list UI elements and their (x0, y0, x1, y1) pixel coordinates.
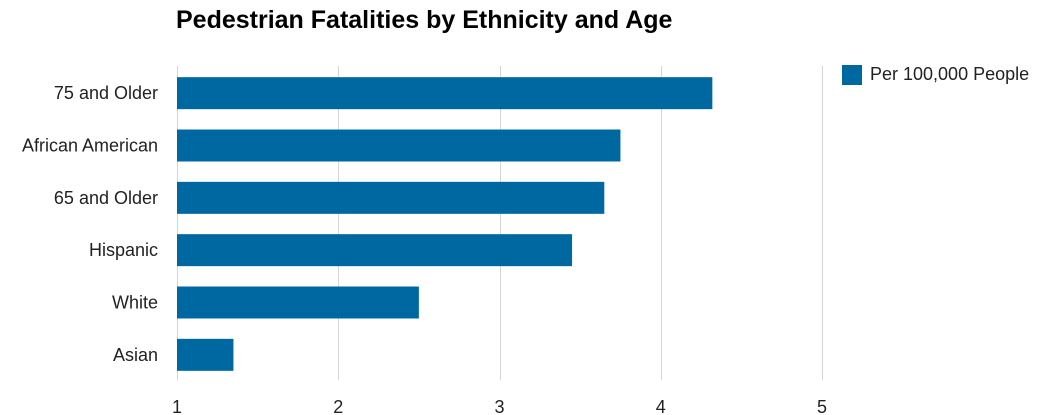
x-tick-label: 1 (172, 397, 182, 415)
x-axis-ticks: 1 2 3 4 5 (172, 397, 827, 415)
category-label: African American (22, 136, 158, 156)
bar (177, 286, 419, 319)
category-label: 75 and Older (54, 83, 158, 103)
gridlines (177, 66, 823, 380)
legend-label: Per 100,000 People (870, 64, 1030, 84)
legend: Per 100,000 People (842, 64, 1029, 85)
bar (177, 77, 713, 110)
category-labels: 75 and Older African American 65 and Older… (22, 83, 158, 365)
bars (177, 77, 713, 371)
category-label: White (112, 293, 158, 313)
bar (177, 338, 234, 371)
x-tick-label: 3 (494, 397, 504, 415)
category-label: 65 and Older (54, 188, 158, 208)
x-tick-label: 2 (333, 397, 343, 415)
legend-swatch (842, 64, 862, 85)
bar (177, 234, 573, 267)
bar (177, 181, 605, 214)
category-label: Hispanic (89, 240, 158, 260)
chart-title: Pedestrian Fatalities by Ethnicity and A… (176, 6, 673, 34)
bar (177, 129, 621, 162)
category-label: Asian (113, 345, 158, 365)
x-tick-label: 5 (817, 397, 827, 415)
x-tick-label: 4 (656, 397, 666, 415)
